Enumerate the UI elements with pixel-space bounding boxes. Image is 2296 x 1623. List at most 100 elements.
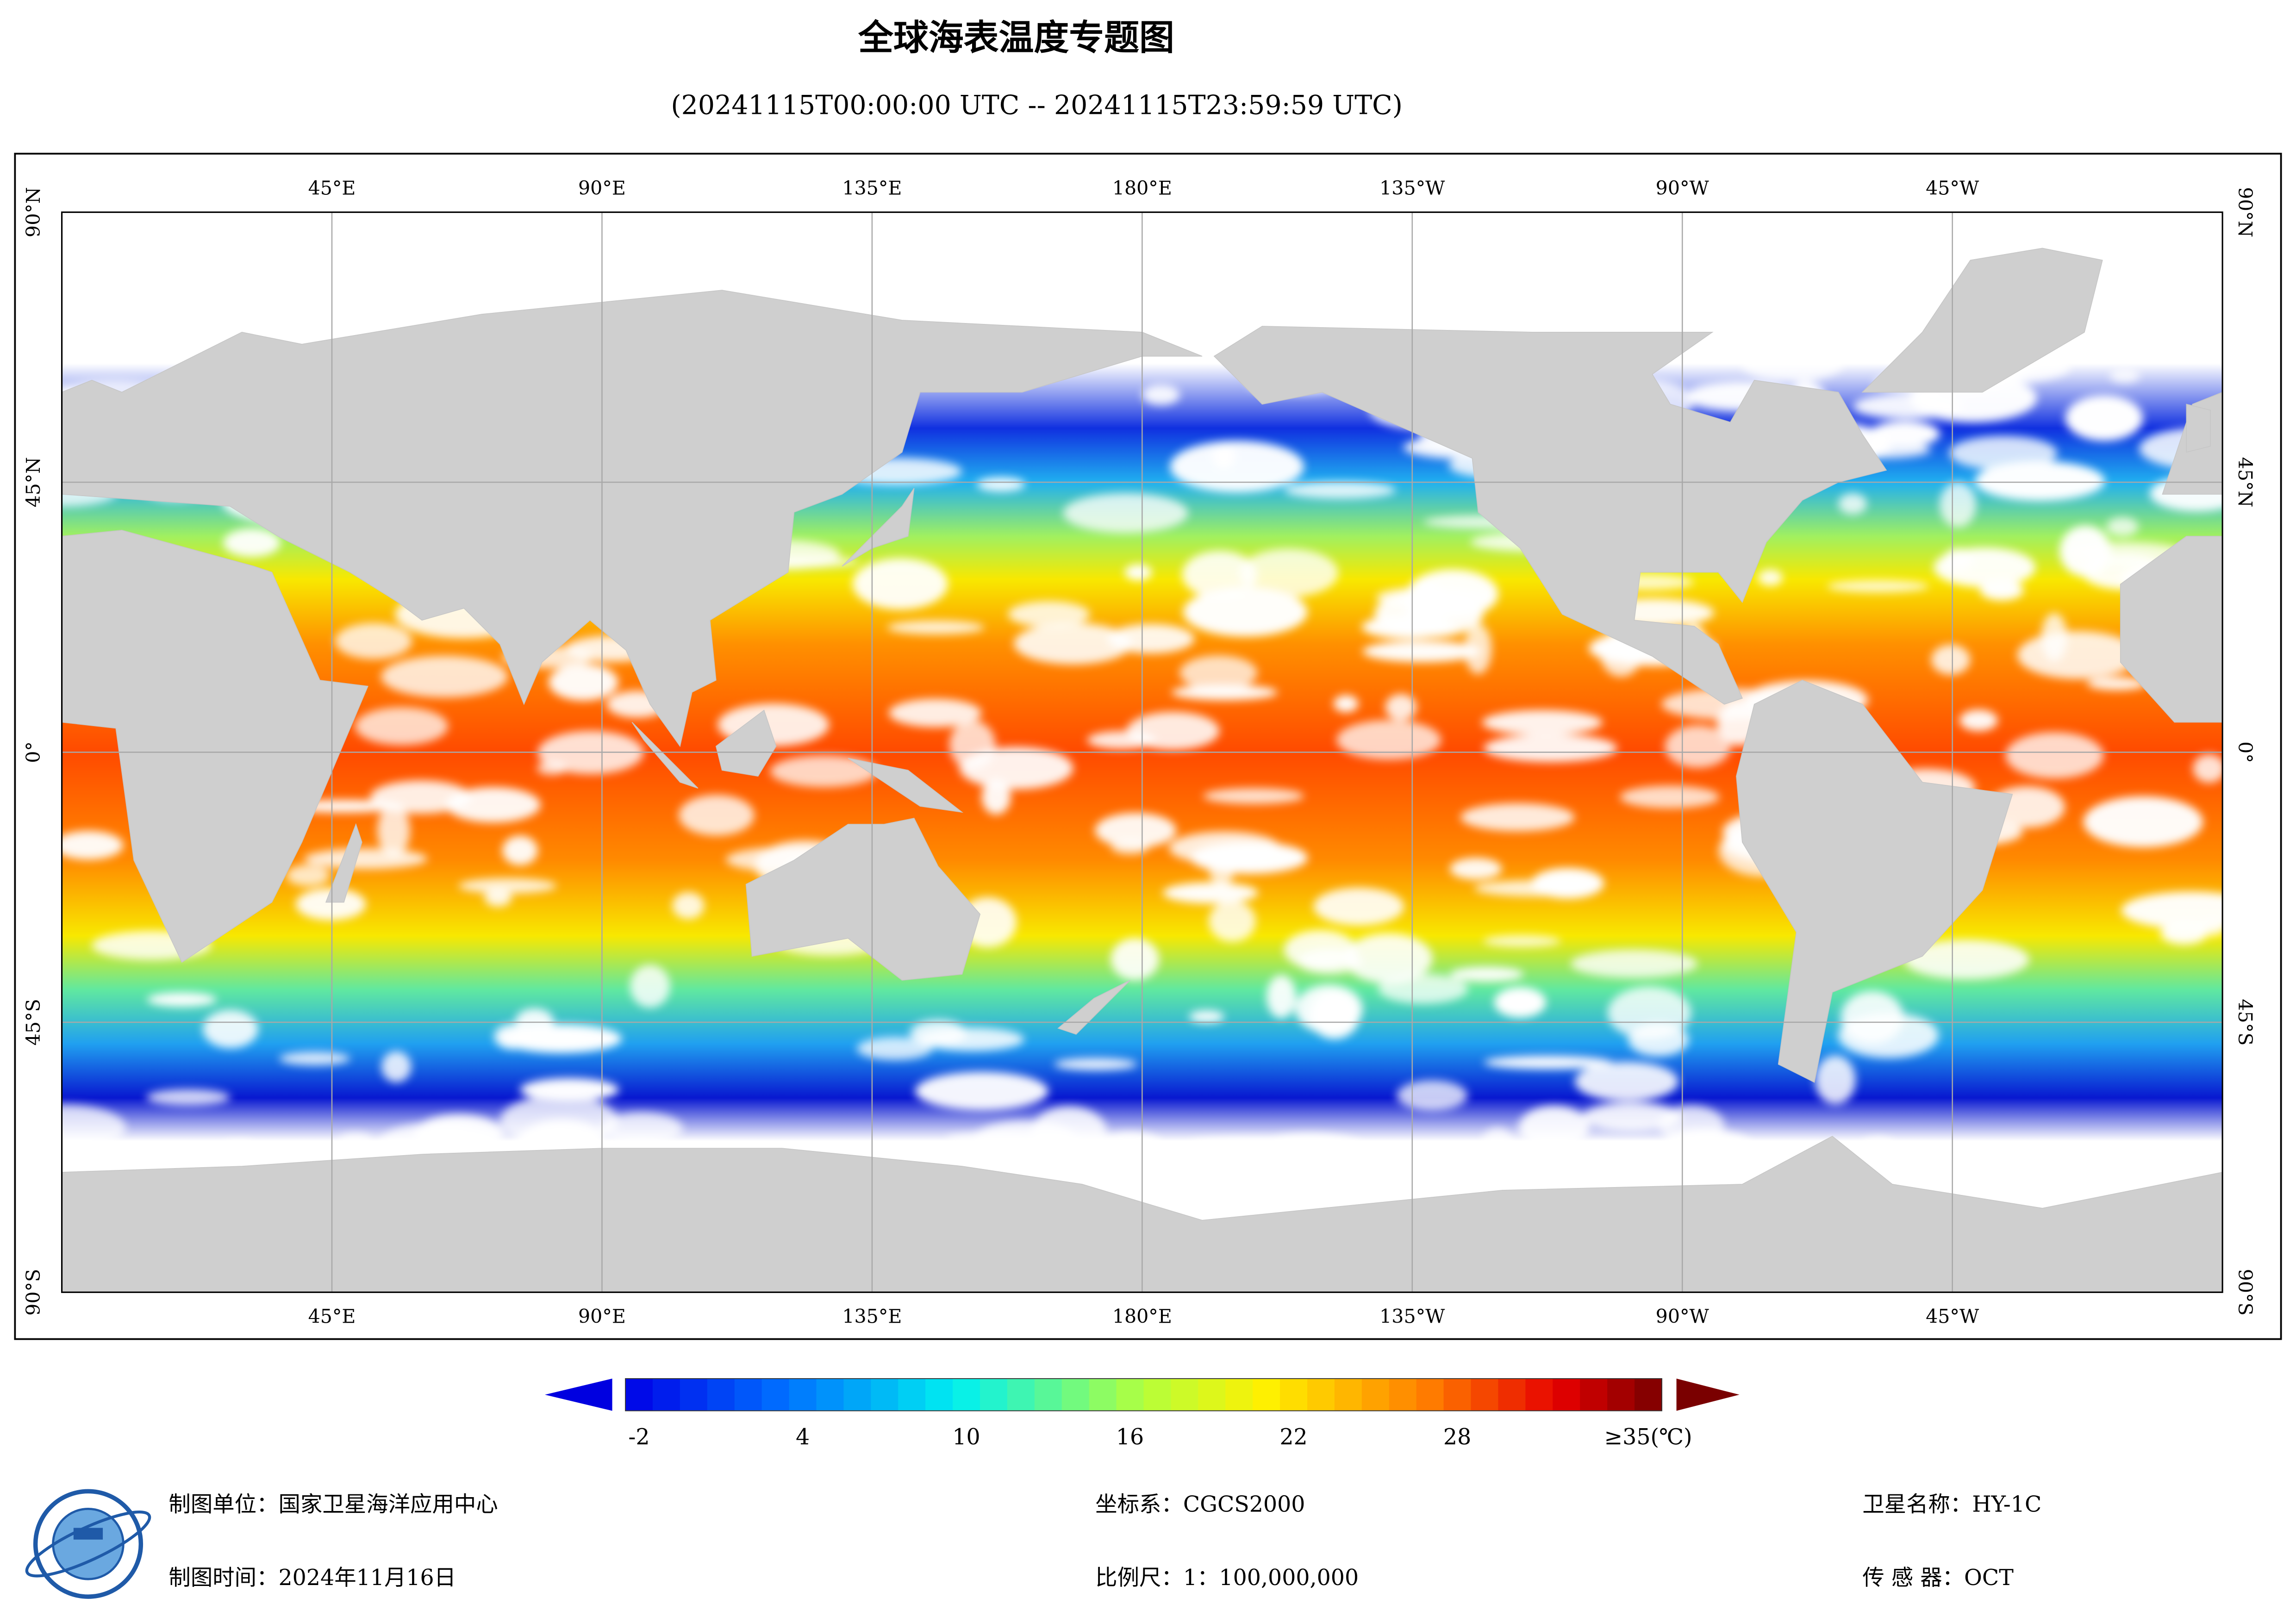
sumatra	[631, 722, 699, 789]
cloud	[1054, 1058, 1137, 1070]
cloud	[1464, 624, 1492, 674]
cloud	[2087, 677, 2146, 690]
cloud	[887, 620, 985, 634]
colorbar-cell	[1280, 1378, 1308, 1411]
satellite-name: 卫星名称：HY-1C	[1862, 1492, 2041, 1517]
cloud	[1124, 564, 1152, 581]
colorbar: -2 4 10 16 22 28 ≥35(℃)	[545, 1378, 1740, 1450]
cloud	[1031, 1106, 1107, 1158]
colorbar-cell	[680, 1378, 708, 1411]
cloud	[2005, 732, 2104, 779]
lon-label-top: 135°W	[1379, 177, 1445, 199]
cloud	[339, 1133, 372, 1150]
colorbar-cell	[652, 1378, 680, 1411]
cloud	[2106, 517, 2139, 536]
cloud	[1494, 987, 1546, 1018]
colorbar-low-arrow	[545, 1378, 612, 1411]
cloud	[1284, 930, 1357, 970]
colorbar-cell	[707, 1378, 735, 1411]
cloud	[1182, 551, 1258, 598]
new-zealand	[1057, 980, 1130, 1035]
cloud	[520, 1078, 619, 1101]
africa	[62, 529, 368, 963]
colorbar-cell	[843, 1378, 872, 1411]
colorbar-cell	[1553, 1378, 1581, 1411]
cloud	[1183, 587, 1308, 637]
cloud	[203, 1010, 258, 1048]
cloud	[1860, 1138, 1897, 1159]
cloud	[1284, 481, 1396, 499]
cloud	[672, 892, 705, 919]
cloud	[889, 698, 982, 728]
cloud	[1014, 622, 1132, 665]
cloud	[1209, 900, 1256, 942]
cloud	[1267, 975, 1296, 1019]
production-date: 制图时间：2024年11月16日	[168, 1565, 456, 1591]
colorbar-cell	[1498, 1378, 1526, 1411]
south-america	[1736, 679, 2013, 1083]
cloud	[1450, 967, 1524, 982]
lon-label-bottom: 45°E	[308, 1306, 356, 1328]
cloud	[1095, 813, 1177, 848]
colorbar-cell	[1143, 1378, 1172, 1411]
cloud	[377, 804, 410, 857]
colorbar-cell	[1307, 1378, 1335, 1411]
cloud	[1333, 695, 1359, 713]
colorbar-cell	[734, 1378, 762, 1411]
cloud	[1853, 393, 1964, 419]
colorbar-cell	[1580, 1378, 1608, 1411]
cloud	[446, 787, 541, 823]
cloud	[2121, 891, 2223, 929]
cloud	[1097, 1132, 1163, 1160]
cloud	[600, 1112, 683, 1146]
greenland	[1861, 248, 2103, 393]
cloud	[381, 1051, 412, 1082]
colorbar-cell	[1171, 1378, 1199, 1411]
sensor-name: 传 感 器：OCT	[1862, 1565, 2014, 1591]
cloud	[630, 964, 670, 1008]
cloud	[1171, 684, 1278, 701]
colorbar-cell	[816, 1378, 844, 1411]
cloud	[1838, 493, 1867, 515]
producer: 制图单位：国家卫星海洋应用中心	[168, 1492, 498, 1517]
map-border	[61, 211, 2223, 1293]
colorbar-tick-label: 10	[952, 1424, 980, 1450]
cloud	[147, 992, 217, 1007]
cloud	[1482, 1128, 1514, 1159]
lat-label-right: 45°N	[2234, 457, 2256, 508]
cloud	[1336, 720, 1441, 760]
cloud	[1827, 580, 1929, 593]
cloud	[946, 1133, 1039, 1145]
lon-label-bottom: 135°W	[1379, 1306, 1445, 1328]
cloud	[1126, 712, 1220, 750]
cloud	[2017, 631, 2139, 679]
colorbar-tick-label: ≥35(℃)	[1604, 1424, 1692, 1450]
cloud	[549, 664, 618, 701]
map-scale: 比例尺：1：100,000,000	[1095, 1565, 1359, 1591]
graticule-labels: 45°E 45°E 90°E 90°E 135°E 135°E 180°E 180°E 135°…	[22, 177, 2256, 1328]
lon-label-bottom: 135°E	[842, 1306, 902, 1328]
cloud	[1959, 709, 1998, 731]
cloud	[770, 755, 878, 787]
graticule	[62, 212, 2223, 1293]
lat-label-left: 45°N	[22, 457, 44, 508]
cloud	[1582, 1102, 1682, 1132]
colorbar-cell	[1525, 1378, 1554, 1411]
colorbar-cell	[925, 1378, 954, 1411]
colorbar-cell	[1089, 1378, 1117, 1411]
cloud	[1111, 938, 1159, 981]
cloud	[1063, 493, 1188, 533]
lat-label-right: 90°S	[2234, 1269, 2256, 1316]
colorbar-cell	[1225, 1378, 1254, 1411]
eurasia	[62, 290, 1203, 747]
cloud	[1482, 710, 1603, 735]
cloud	[1934, 547, 2036, 587]
lat-label-left: 0°	[22, 741, 44, 763]
colorbar-cell	[789, 1378, 817, 1411]
colorbar-cell	[761, 1378, 790, 1411]
map-frame	[14, 153, 2282, 1340]
colorbar-cell	[1198, 1378, 1226, 1411]
cloud	[918, 1027, 1024, 1051]
colorbar-cell	[1416, 1378, 1444, 1411]
